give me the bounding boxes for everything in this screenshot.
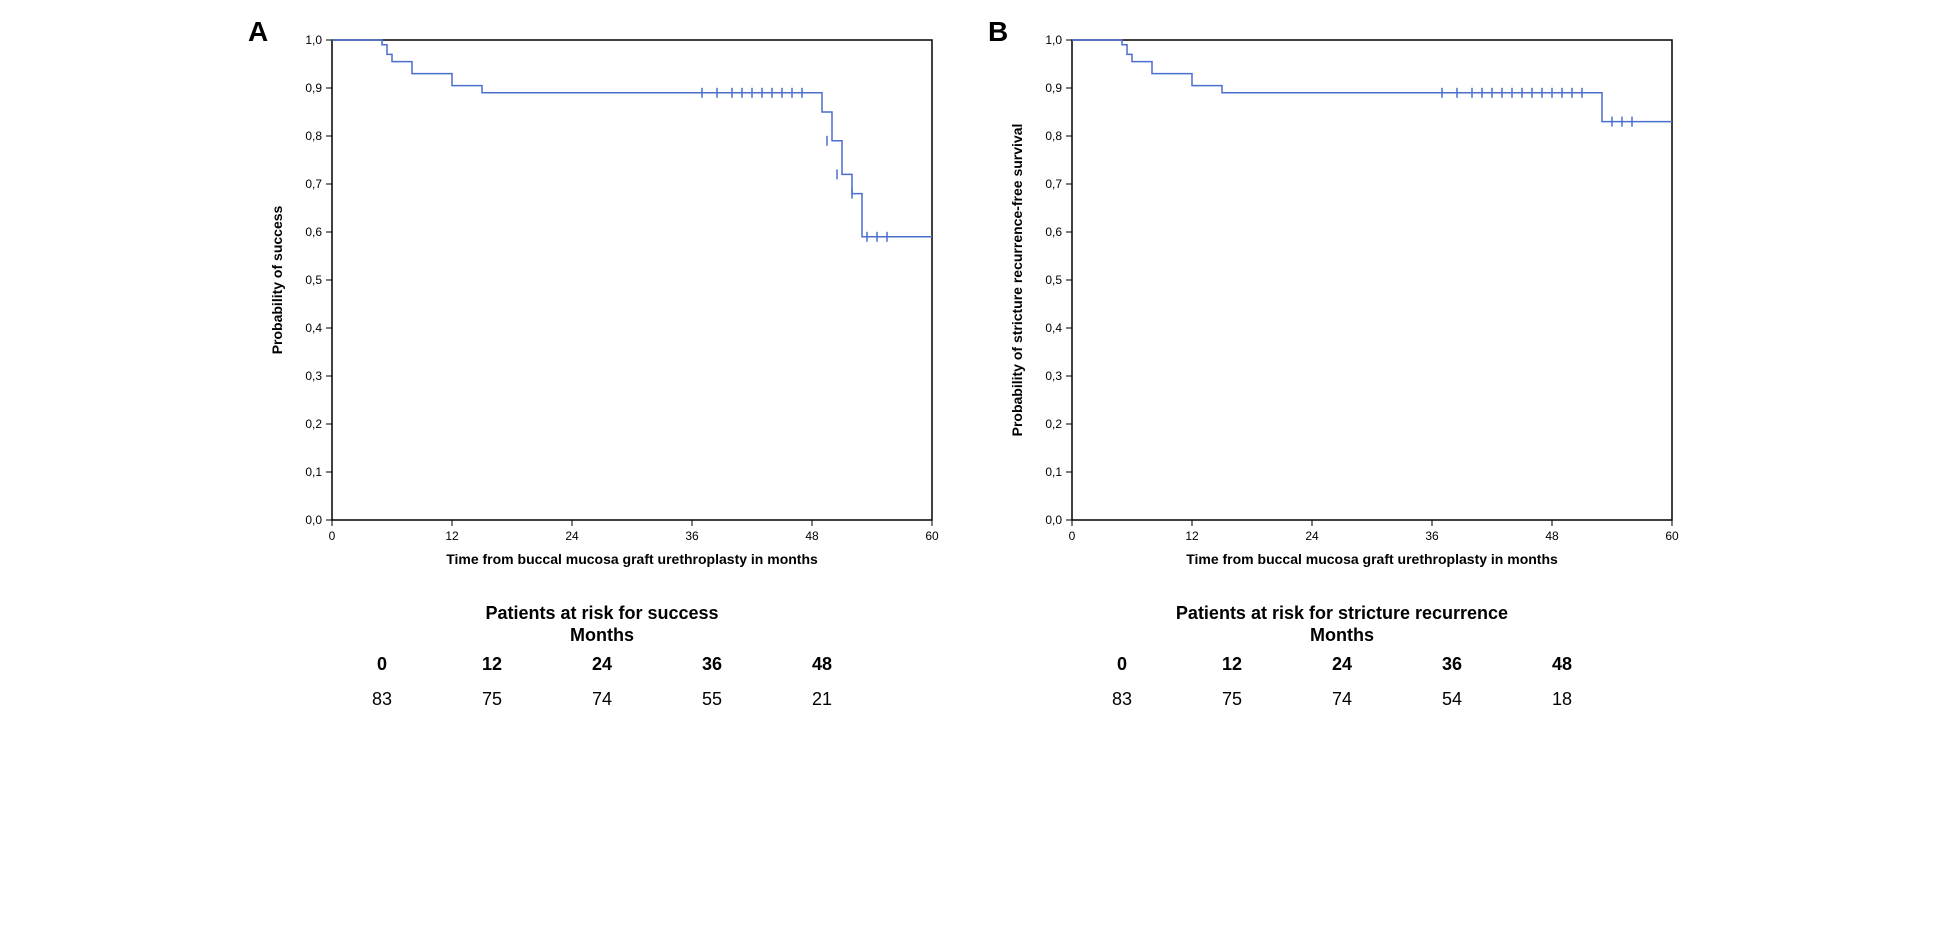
svg-text:0,2: 0,2 bbox=[1045, 417, 1062, 431]
svg-text:48: 48 bbox=[1545, 529, 1559, 543]
risk-subtitle-b: Months bbox=[1067, 625, 1617, 646]
risk-month-cell: 24 bbox=[547, 654, 657, 675]
risk-count-cell: 83 bbox=[1067, 689, 1177, 710]
svg-text:12: 12 bbox=[1185, 529, 1199, 543]
risk-months-row-a: 012243648 bbox=[327, 654, 877, 675]
risk-count-cell: 75 bbox=[1177, 689, 1287, 710]
risk-count-cell: 74 bbox=[1287, 689, 1397, 710]
risk-month-cell: 36 bbox=[1397, 654, 1507, 675]
svg-text:0,3: 0,3 bbox=[1045, 369, 1062, 383]
chart-a-wrap: A 0,00,10,20,30,40,50,60,70,80,91,001224… bbox=[252, 20, 952, 585]
panel-letter-b: B bbox=[988, 16, 1008, 48]
svg-text:0,9: 0,9 bbox=[305, 81, 322, 95]
risk-month-cell: 24 bbox=[1287, 654, 1397, 675]
risk-month-cell: 36 bbox=[657, 654, 767, 675]
panel-b: B 0,00,10,20,30,40,50,60,70,80,91,001224… bbox=[992, 20, 1692, 724]
risk-count-cell: 18 bbox=[1507, 689, 1617, 710]
svg-text:24: 24 bbox=[1305, 529, 1319, 543]
chart-b-wrap: B 0,00,10,20,30,40,50,60,70,80,91,001224… bbox=[992, 20, 1692, 585]
svg-text:0,2: 0,2 bbox=[305, 417, 322, 431]
svg-text:1,0: 1,0 bbox=[1045, 33, 1062, 47]
svg-text:0,6: 0,6 bbox=[1045, 225, 1062, 239]
risk-month-cell: 0 bbox=[327, 654, 437, 675]
svg-text:0: 0 bbox=[1069, 529, 1076, 543]
risk-counts-row-a: 8375745521 bbox=[327, 689, 877, 710]
svg-text:0,0: 0,0 bbox=[305, 513, 322, 527]
svg-text:Probability of success: Probability of success bbox=[269, 205, 285, 354]
svg-text:0,7: 0,7 bbox=[305, 177, 322, 191]
svg-text:0,3: 0,3 bbox=[305, 369, 322, 383]
panel-letter-a: A bbox=[248, 16, 268, 48]
svg-text:0,5: 0,5 bbox=[1045, 273, 1062, 287]
risk-month-cell: 12 bbox=[437, 654, 547, 675]
svg-text:0,4: 0,4 bbox=[1045, 321, 1062, 335]
svg-text:0,0: 0,0 bbox=[1045, 513, 1062, 527]
svg-text:Time from buccal mucosa graft: Time from buccal mucosa graft urethropla… bbox=[1186, 551, 1558, 567]
risk-table-a: Patients at risk for success Months 0122… bbox=[327, 603, 877, 724]
svg-text:0,6: 0,6 bbox=[305, 225, 322, 239]
risk-count-cell: 21 bbox=[767, 689, 877, 710]
svg-text:0,7: 0,7 bbox=[1045, 177, 1062, 191]
svg-text:0,1: 0,1 bbox=[1045, 465, 1062, 479]
svg-text:Time from buccal mucosa graft: Time from buccal mucosa graft urethropla… bbox=[446, 551, 818, 567]
risk-month-cell: 48 bbox=[1507, 654, 1617, 675]
svg-text:1,0: 1,0 bbox=[305, 33, 322, 47]
chart-a-svg: 0,0 0,1 0,2 0,3 0,4 0,5 0,6 0,7 0,8 0,9 1,0 0 12 24 36… bbox=[252, 20, 952, 580]
risk-month-cell: 12 bbox=[1177, 654, 1287, 675]
svg-text:48: 48 bbox=[805, 529, 819, 543]
panel-a: A 0,00,10,20,30,40,50,60,70,80,91,001224… bbox=[252, 20, 952, 724]
svg-text:Probability of stricture recur: Probability of stricture recurrence-free… bbox=[1009, 124, 1025, 437]
svg-text:60: 60 bbox=[1665, 529, 1679, 543]
risk-count-cell: 75 bbox=[437, 689, 547, 710]
risk-table-b: Patients at risk for stricture recurrenc… bbox=[1067, 603, 1617, 724]
svg-text:0,9: 0,9 bbox=[1045, 81, 1062, 95]
risk-title-b: Patients at risk for stricture recurrenc… bbox=[1067, 603, 1617, 625]
svg-text:12: 12 bbox=[445, 529, 459, 543]
svg-text:0,1: 0,1 bbox=[305, 465, 322, 479]
svg-text:36: 36 bbox=[1425, 529, 1439, 543]
risk-month-cell: 0 bbox=[1067, 654, 1177, 675]
svg-text:0: 0 bbox=[329, 529, 336, 543]
risk-count-cell: 55 bbox=[657, 689, 767, 710]
svg-text:0,4: 0,4 bbox=[305, 321, 322, 335]
risk-subtitle-a: Months bbox=[327, 625, 877, 646]
svg-text:0,8: 0,8 bbox=[1045, 129, 1062, 143]
svg-text:0,5: 0,5 bbox=[305, 273, 322, 287]
risk-count-cell: 74 bbox=[547, 689, 657, 710]
svg-text:24: 24 bbox=[565, 529, 579, 543]
chart-b-svg: 0,0 0,1 0,2 0,3 0,4 0,5 0,6 0,7 0,8 0,9 1,0 0 12 24 36… bbox=[992, 20, 1692, 580]
risk-month-cell: 48 bbox=[767, 654, 877, 675]
svg-text:60: 60 bbox=[925, 529, 939, 543]
svg-text:36: 36 bbox=[685, 529, 699, 543]
risk-counts-row-b: 8375745418 bbox=[1067, 689, 1617, 710]
risk-months-row-b: 012243648 bbox=[1067, 654, 1617, 675]
svg-text:0,8: 0,8 bbox=[305, 129, 322, 143]
risk-count-cell: 83 bbox=[327, 689, 437, 710]
risk-count-cell: 54 bbox=[1397, 689, 1507, 710]
risk-title-a: Patients at risk for success bbox=[327, 603, 877, 625]
